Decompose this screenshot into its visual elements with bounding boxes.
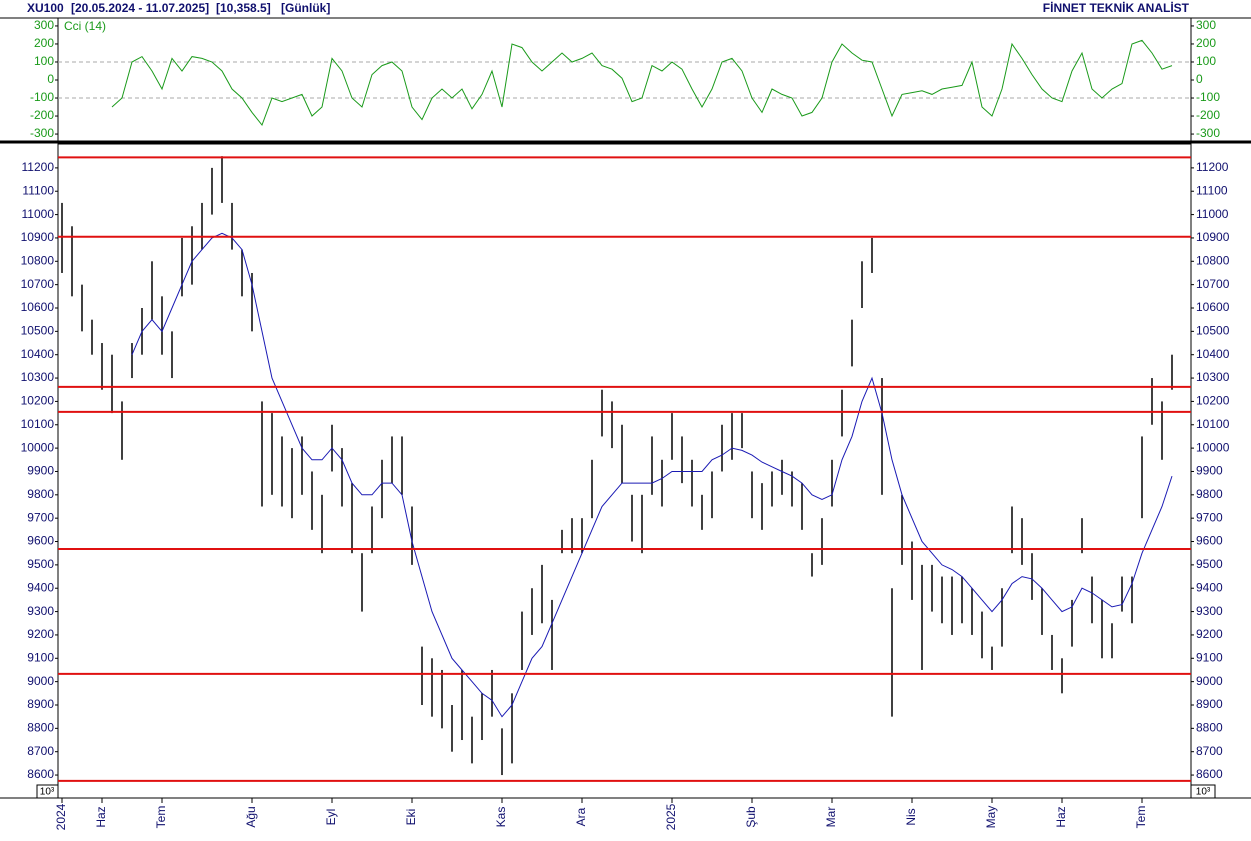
y-tick-label: 10500 (21, 324, 55, 338)
y-tick-label: 300 (1196, 18, 1216, 32)
y-tick-label: 10500 (1196, 324, 1230, 338)
x-tick-label: Ara (574, 807, 588, 826)
y-tick-label: 0 (47, 72, 54, 86)
y-tick-label: 9900 (27, 464, 54, 478)
x-tick-label: 2025 (664, 803, 678, 830)
y-tick-label: 8700 (1196, 744, 1223, 758)
y-tick-label: 100 (1196, 54, 1216, 68)
last-value: [10,358.5] (216, 1, 271, 15)
y-tick-label: 9700 (27, 510, 54, 524)
y-tick-label: 10600 (1196, 300, 1230, 314)
y-tick-label: 10600 (21, 300, 55, 314)
y-tick-label: 9600 (27, 534, 54, 548)
y-tick-label: -200 (1196, 108, 1220, 122)
y-tick-label: 8800 (27, 721, 54, 735)
y-tick-label: 9700 (1196, 510, 1223, 524)
cci-line (111, 39, 1173, 127)
x-tick-label: Haz (94, 806, 108, 827)
y-tick-label: 10700 (21, 277, 55, 291)
brand: FİNNET TEKNİK ANALİST (1043, 0, 1190, 15)
x-tick-label: Mar (824, 807, 838, 828)
y-tick-label: 10400 (21, 347, 55, 361)
y-tick-label: 9800 (27, 487, 54, 501)
y-tick-label: 100 (34, 54, 54, 68)
scale-box (1190, 784, 1216, 799)
date-range: [20.05.2024 - 11.07.2025] (71, 1, 209, 15)
y-tick-label: 9000 (27, 674, 54, 688)
y-tick-label: 10100 (1196, 417, 1230, 431)
y-tick-label: 10300 (1196, 370, 1230, 384)
y-tick-label: 9900 (1196, 464, 1223, 478)
x-tick-label: Eki (404, 809, 418, 826)
y-tick-label: 11200 (22, 160, 55, 174)
y-tick-label: -100 (1196, 90, 1220, 104)
y-tick-label: 8900 (27, 697, 54, 711)
y-tick-label: 8700 (27, 744, 54, 758)
y-tick-label: 200 (1196, 36, 1216, 50)
scale-note: 10³ (1196, 787, 1211, 798)
y-tick-label: 11200 (1196, 160, 1229, 174)
y-tick-label: 8600 (27, 767, 54, 781)
y-tick-label: 8600 (1196, 767, 1223, 781)
y-tick-label: 10400 (1196, 347, 1230, 361)
y-tick-label: 10800 (21, 253, 55, 267)
y-tick-label: 200 (34, 36, 54, 50)
scale-box (36, 784, 59, 799)
x-tick-label: Nis (904, 808, 918, 825)
x-tick-label: May (984, 806, 998, 829)
moving-average (131, 232, 1173, 718)
y-tick-label: 300 (34, 18, 54, 32)
x-tick-label: Haz (1054, 806, 1068, 827)
y-tick-label: 11100 (22, 183, 54, 197)
y-tick-label: 10800 (1196, 253, 1230, 267)
y-tick-label: 11100 (1196, 183, 1228, 197)
y-tick-label: -300 (30, 126, 54, 140)
y-tick-label: 10000 (21, 440, 55, 454)
y-tick-label: 10200 (1196, 394, 1230, 408)
y-tick-label: 9300 (27, 604, 54, 618)
y-tick-label: -300 (1196, 126, 1220, 140)
scale-note: 10³ (40, 787, 55, 798)
y-tick-label: -200 (30, 108, 54, 122)
y-tick-label: 9300 (1196, 604, 1223, 618)
y-tick-label: 10900 (21, 230, 55, 244)
y-tick-label: 8800 (1196, 721, 1223, 735)
y-tick-label: 9100 (1196, 650, 1223, 664)
x-tick-label: Ağu (244, 806, 258, 827)
x-tick-label: Şub (744, 806, 758, 828)
y-tick-label: 11000 (22, 207, 55, 221)
y-tick-label: 10100 (21, 417, 55, 431)
y-tick-label: -100 (30, 90, 54, 104)
x-tick-label: Tem (154, 806, 168, 829)
y-tick-label: 10900 (1196, 230, 1230, 244)
x-tick-label: Tem (1134, 806, 1148, 829)
y-tick-label: 0 (1196, 72, 1203, 86)
y-tick-label: 9500 (1196, 557, 1223, 571)
y-tick-label: 10200 (21, 394, 55, 408)
y-tick-label: 9600 (1196, 534, 1223, 548)
y-tick-label: 9000 (1196, 674, 1223, 688)
y-tick-label: 9400 (27, 580, 54, 594)
period: [Günlük] (281, 1, 330, 15)
x-tick-label: Kas (494, 807, 508, 828)
y-tick-label: 9200 (27, 627, 54, 641)
y-tick-label: 9400 (1196, 580, 1223, 594)
x-tick-label: Eyl (324, 809, 338, 826)
x-tick-label: 2024 (54, 803, 68, 830)
y-tick-label: 9500 (27, 557, 54, 571)
y-tick-label: 8900 (1196, 697, 1223, 711)
y-tick-label: 9200 (1196, 627, 1223, 641)
y-tick-label: 11000 (1196, 207, 1229, 221)
y-tick-label: 9800 (1196, 487, 1223, 501)
y-tick-label: 10000 (1196, 440, 1230, 454)
y-tick-label: 9100 (27, 650, 54, 664)
y-tick-label: 10300 (21, 370, 55, 384)
indicator-title: Cci (14) (64, 19, 106, 33)
y-tick-label: 10700 (1196, 277, 1230, 291)
symbol: XU100 (27, 1, 64, 15)
